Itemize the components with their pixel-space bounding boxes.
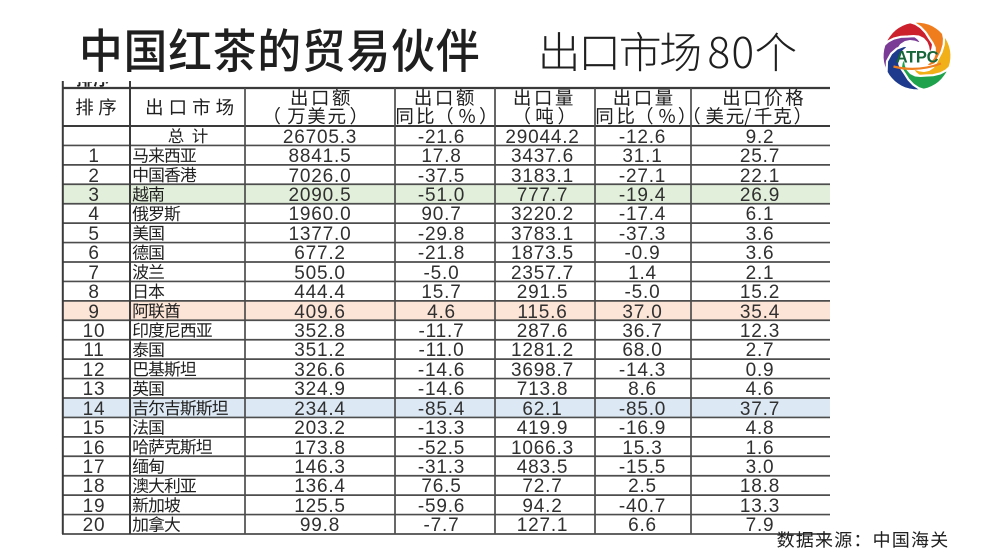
svg-text:ATPC: ATPC [895, 48, 938, 66]
